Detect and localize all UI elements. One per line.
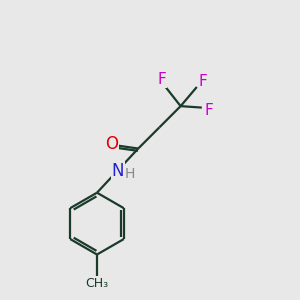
Text: N: N	[111, 162, 124, 180]
Text: H: H	[125, 167, 135, 181]
Text: F: F	[198, 74, 207, 89]
Text: F: F	[157, 72, 166, 87]
Text: O: O	[105, 135, 118, 153]
Text: CH₃: CH₃	[85, 277, 109, 290]
Text: F: F	[205, 103, 214, 118]
